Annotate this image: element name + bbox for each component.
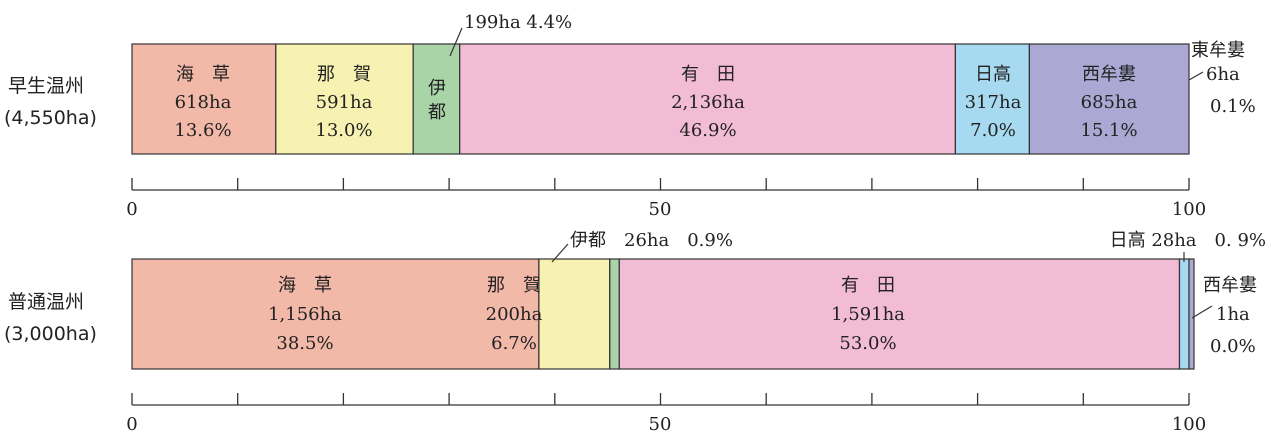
row1-tick-0: 0 <box>126 199 137 220</box>
row2-kaiso-share: 38.5% <box>276 333 333 354</box>
row1-ito-callout: 199ha 4.4% <box>464 12 572 33</box>
row1-higashimuro-share: 0.1% <box>1210 96 1256 117</box>
row2-nishimuro-area: 1ha <box>1216 304 1250 325</box>
row2-total-label: (3,000ha) <box>4 323 97 345</box>
row1-bar <box>131 43 1190 155</box>
row2-ito-callout-line <box>551 243 569 263</box>
row2-arida-area: 1,591ha <box>831 304 905 325</box>
row1-arida-share: 46.9% <box>679 120 736 141</box>
row2-segment-kaiso <box>131 258 540 370</box>
row1-kaiso-share: 13.6% <box>174 120 231 141</box>
row1-segment-arida <box>459 43 957 155</box>
row1-category-label: 早生温州 <box>8 75 84 97</box>
row1-ito-name-2: 都 <box>428 102 446 123</box>
row1-hidaka-share: 7.0% <box>970 120 1016 141</box>
row2-arida-name: 有 田 <box>841 275 895 296</box>
row2-bar <box>131 258 1195 370</box>
row1-nishimuro-area: 685ha <box>1081 92 1138 113</box>
row2-segment-nishimuro <box>1188 258 1195 370</box>
row2-naga-name: 那 賀 <box>487 275 541 296</box>
row2-category-label: 普通温州 <box>8 291 84 313</box>
row2-kaiso-area: 1,156ha <box>268 304 342 325</box>
row2-tick-0: 0 <box>126 414 137 432</box>
row2-kaiso-name: 海 草 <box>278 275 332 296</box>
row1-higashimuro-callout-line <box>1188 71 1204 81</box>
row1-nishimuro-name: 西牟婁 <box>1082 64 1136 85</box>
row2-segment-naga <box>538 258 611 370</box>
row1-segment-kaiso <box>131 43 277 155</box>
row1-hidaka-area: 317ha <box>965 92 1022 113</box>
row2-axis <box>131 393 1190 406</box>
row1-segment-ito <box>412 43 461 155</box>
row1-hidaka-name: 日高 <box>975 64 1011 85</box>
row1-naga-share: 13.0% <box>315 120 372 141</box>
row1-tick-50: 50 <box>649 199 672 220</box>
row1-segment-nishimuro <box>1028 43 1190 155</box>
row2-segment-arida <box>618 258 1181 370</box>
row1-axis-ticks <box>131 178 1190 190</box>
row2-tick-50: 50 <box>649 414 672 432</box>
row1-arida-name: 有 田 <box>681 64 735 85</box>
row2-nishimuro-share: 0.0% <box>1210 336 1256 357</box>
row2-tick-100: 100 <box>1172 414 1206 432</box>
row2-naga-area: 200ha <box>486 304 543 325</box>
row1-higashimuro-area: 6ha <box>1206 64 1240 85</box>
row2-hidaka-callout: 日高 28ha 0. 9% <box>1110 230 1266 251</box>
row1-kaiso-area: 618ha <box>175 92 232 113</box>
row2-nishimuro-name: 西牟婁 <box>1203 275 1257 296</box>
row2-segment-ito <box>609 258 620 370</box>
row1-kaiso-name: 海 草 <box>176 64 230 85</box>
row1-ito-callout-line <box>449 27 463 57</box>
row1-ito-name-1: 伊 <box>428 78 446 99</box>
row2-naga-share: 6.7% <box>491 333 537 354</box>
row1-segment-naga <box>275 43 414 155</box>
row1-naga-name: 那 賀 <box>317 64 371 85</box>
row2-axis-ticks <box>131 393 1190 405</box>
row2-nishimuro-callout-line <box>1191 305 1213 319</box>
row1-total-label: (4,550ha) <box>4 107 97 129</box>
row1-higashimuro-name: 東牟婁 <box>1191 40 1245 61</box>
row1-arida-area: 2,136ha <box>671 92 745 113</box>
row1-axis <box>131 178 1190 191</box>
row2-segment-hidaka <box>1178 258 1190 370</box>
row1-tick-100: 100 <box>1172 199 1206 220</box>
row2-arida-share: 53.0% <box>839 333 896 354</box>
row1-segment-hidaka <box>954 43 1031 155</box>
row2-ito-callout: 伊都 26ha 0.9% <box>570 230 733 251</box>
row1-naga-area: 591ha <box>316 92 373 113</box>
row1-nishimuro-share: 15.1% <box>1080 120 1137 141</box>
